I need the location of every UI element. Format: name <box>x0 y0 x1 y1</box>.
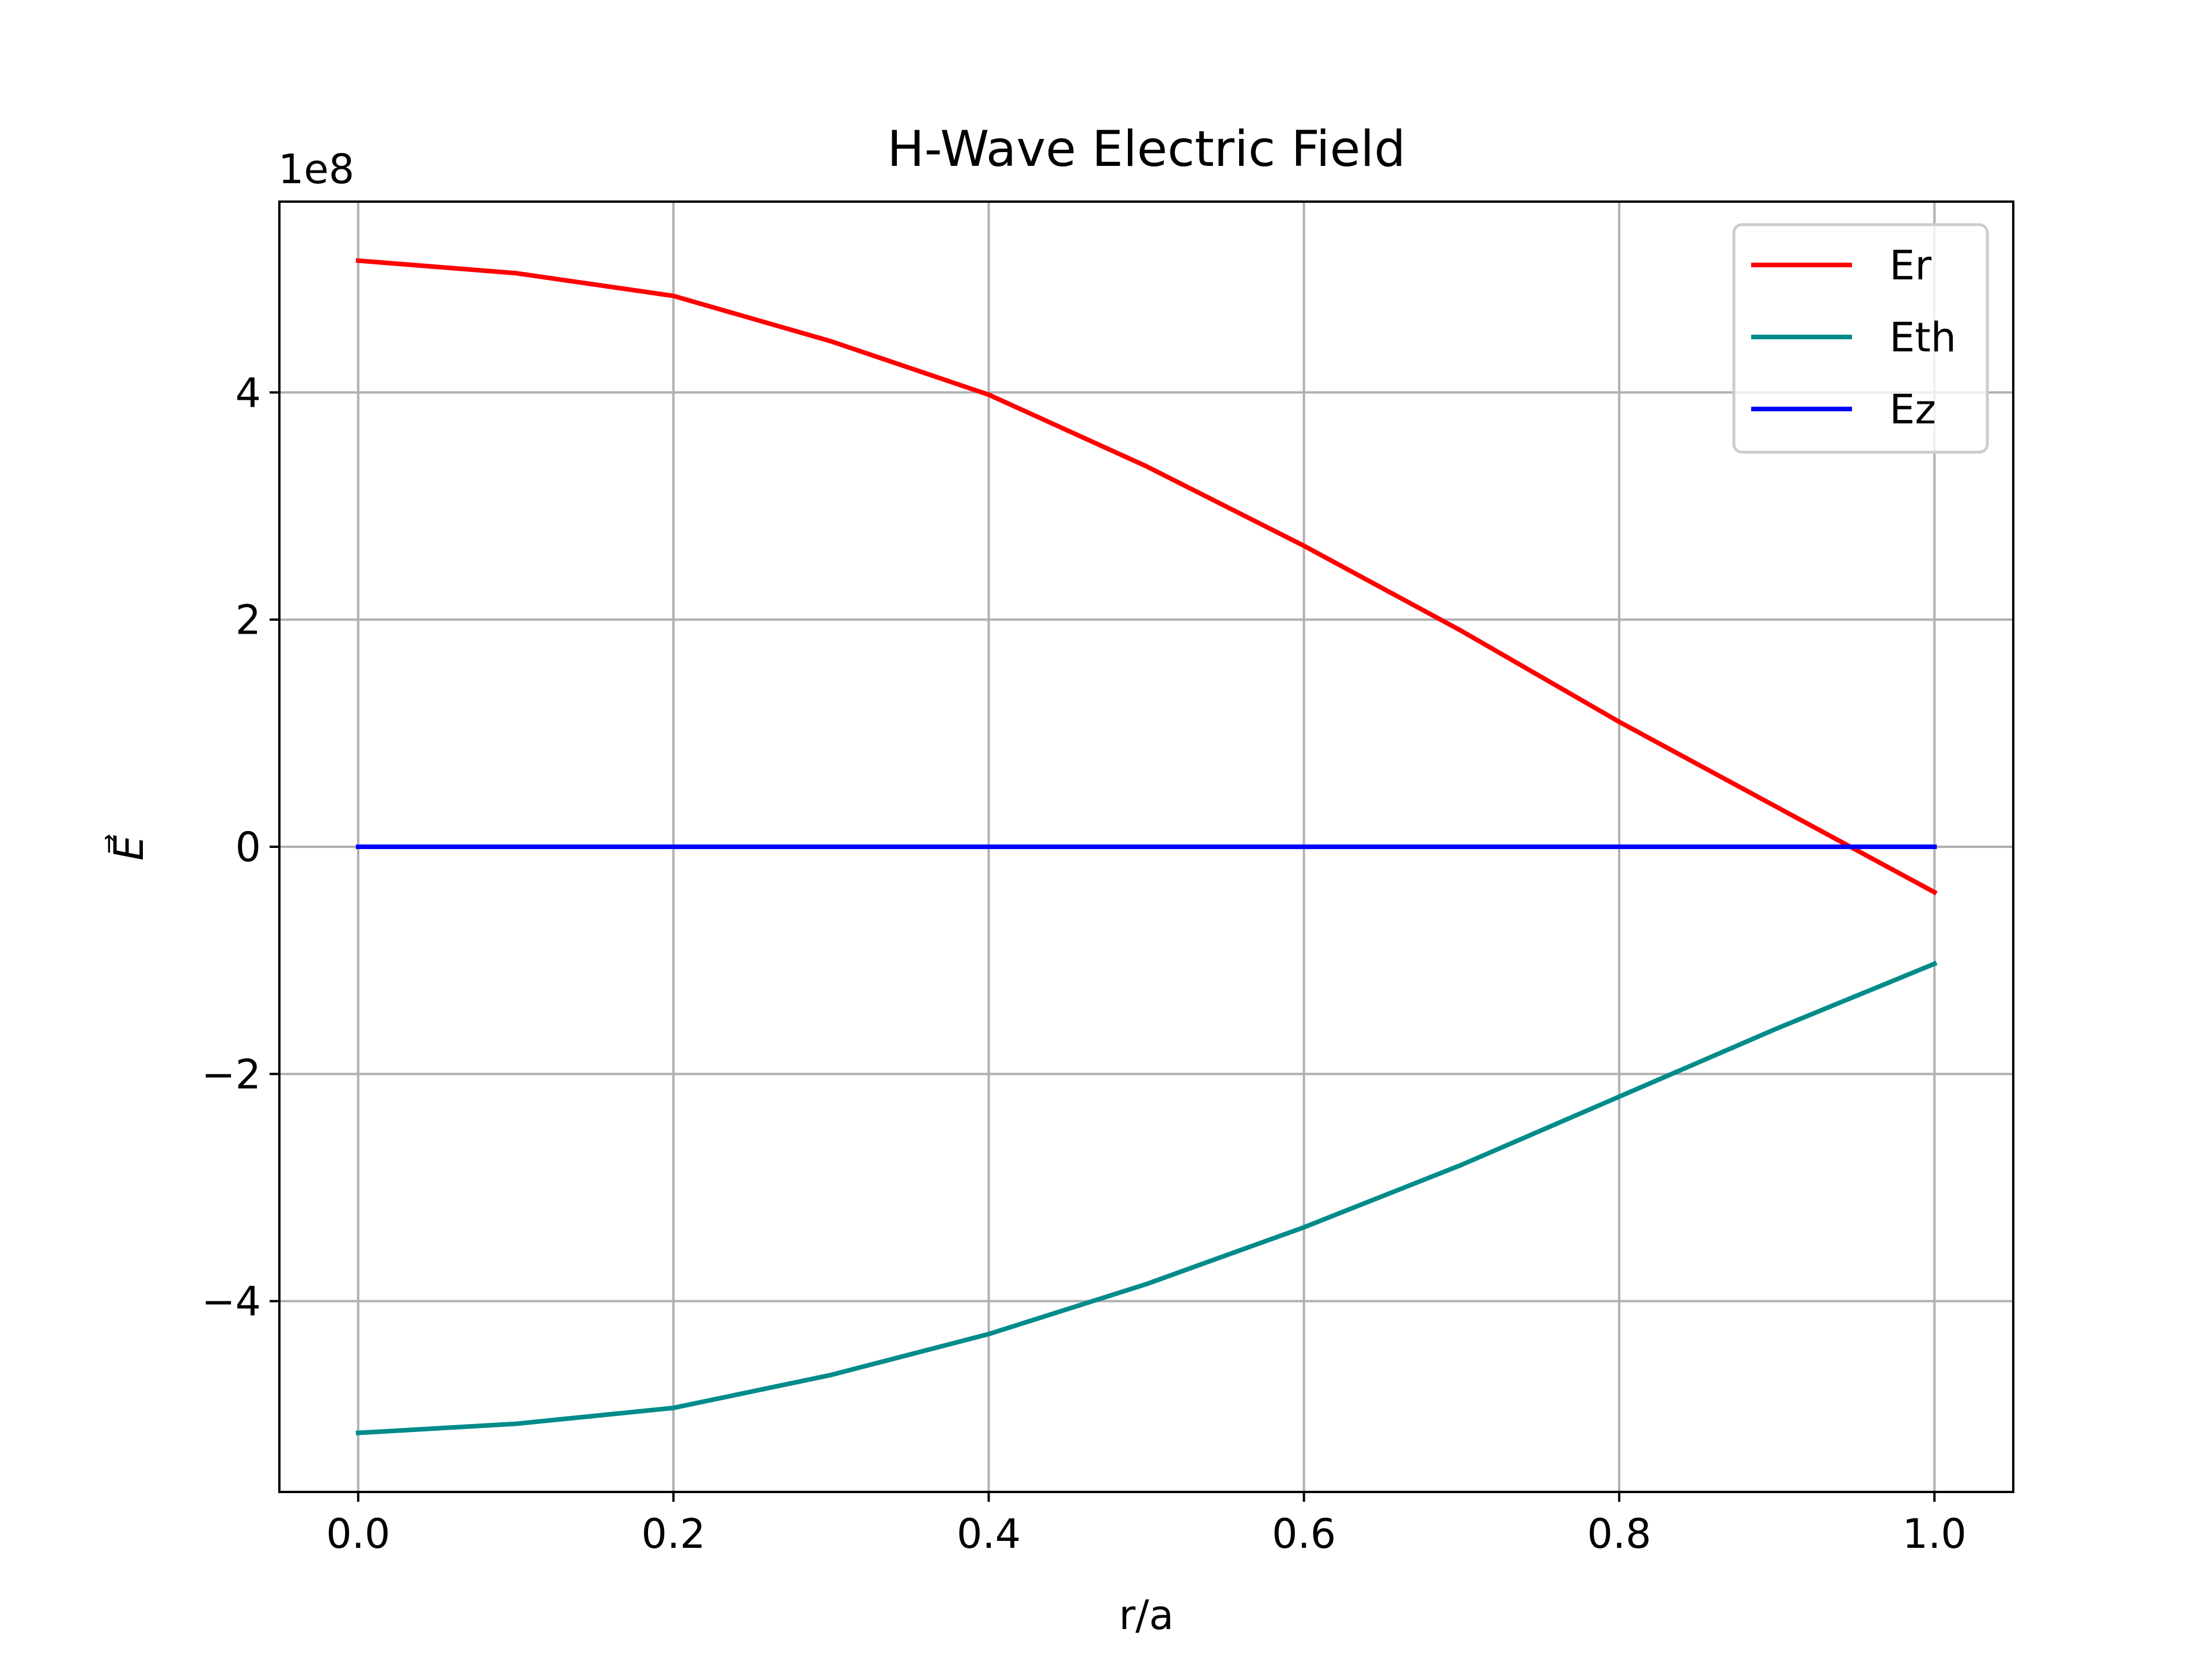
series-group <box>355 258 1938 1435</box>
legend-label-ez: Ez <box>1889 386 1936 433</box>
y-tick-label: 2 <box>235 597 261 644</box>
x-tick-label: 0.2 <box>641 1510 705 1558</box>
series-line-er <box>355 258 1938 896</box>
y-offset-text: 1e8 <box>278 146 354 193</box>
chart-title: H-Wave Electric Field <box>887 120 1406 178</box>
y-tick-label: −2 <box>202 1051 261 1098</box>
x-tick-label: 0.6 <box>1272 1510 1336 1558</box>
x-tick-label: 1.0 <box>1903 1510 1967 1558</box>
y-ticks: −4 −2 0 2 4 <box>202 369 279 1325</box>
y-tick-label: −4 <box>202 1278 261 1325</box>
y-tick-label: 4 <box>235 369 261 416</box>
series-line-eth <box>355 960 1938 1435</box>
x-axis-label: r/a <box>1119 1592 1173 1639</box>
legend-label-eth: Eth <box>1889 314 1956 361</box>
x-tick-label: 0.0 <box>326 1510 390 1558</box>
x-tick-label: 0.8 <box>1587 1510 1651 1558</box>
y-axis-label: E⃗ <box>104 834 153 861</box>
x-ticks: 0.0 0.2 0.4 0.6 0.8 1.0 <box>326 1492 1967 1558</box>
y-tick-label: 0 <box>235 824 261 871</box>
legend-box <box>1732 223 1989 454</box>
legend-label-er: Er <box>1889 242 1931 289</box>
legend: Er Eth Ez <box>1732 223 1989 454</box>
x-tick-label: 0.4 <box>957 1510 1021 1558</box>
